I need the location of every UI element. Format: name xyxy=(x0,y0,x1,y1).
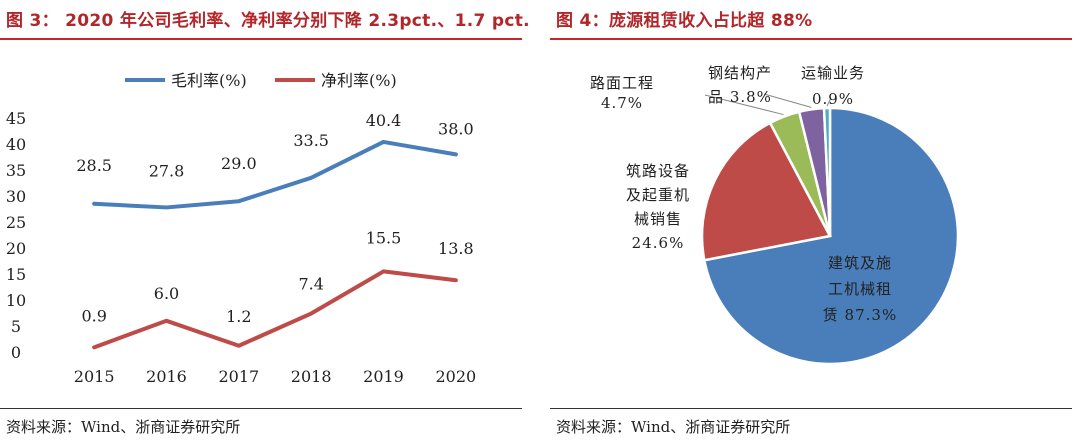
title-rule xyxy=(0,38,522,40)
line-chart-title: 图 3： 2020 年公司毛利率、净利率分别下降 2.3pct.、1.7 pct… xyxy=(6,11,530,31)
data-label: 1.2 xyxy=(226,307,251,326)
data-label: 29.0 xyxy=(221,154,257,173)
line-chart-source: 资料来源：Wind、浙商证券研究所 xyxy=(6,418,241,436)
x-tick-label: 2017 xyxy=(218,367,259,386)
y-tick-label: 35 xyxy=(6,161,26,180)
pie-slice xyxy=(822,106,832,237)
data-label: 0.9 xyxy=(81,306,106,325)
data-label: 15.5 xyxy=(366,228,402,247)
pie-chart: 建筑及施工机械租赁 87.3% 筑路设备及起重机械销售 24.6% 路面工程 4.7% 钢… xyxy=(590,64,960,366)
y-tick-label: 15 xyxy=(6,265,26,284)
y-tick-label: 25 xyxy=(6,213,26,232)
leader-line xyxy=(763,93,812,108)
x-tick-label: 2020 xyxy=(435,367,476,386)
source-rule xyxy=(0,408,522,409)
pie-chart-title: 图 4：庞源租赁收入占比超 88% xyxy=(556,11,813,31)
slice-label: 筑路设备及起重机械销售 24.6% xyxy=(626,162,690,252)
data-label: 33.5 xyxy=(293,131,329,150)
data-label: 7.4 xyxy=(298,275,323,294)
legend-label: 净利率(%) xyxy=(321,71,397,90)
leader-line xyxy=(704,94,784,116)
series-line xyxy=(92,269,458,350)
line-chart: 0 5 10 15 20 25 30 35 40 45 2015 2016 2017 2018 2019 20… xyxy=(6,71,476,386)
line-chart-panel: 图 3： 2020 年公司毛利率、净利率分别下降 2.3pct.、1.7 pct… xyxy=(0,0,530,445)
data-label: 28.5 xyxy=(76,156,112,175)
slice-label: 钢结构产品 3.8% xyxy=(708,64,772,106)
data-label: 40.4 xyxy=(366,111,402,130)
x-tick-label: 2019 xyxy=(363,367,404,386)
y-tick-label: 30 xyxy=(6,187,26,206)
y-tick-label: 10 xyxy=(6,291,26,310)
slice-label: 运输业务 0.9% xyxy=(801,64,865,108)
y-tick-label: 0 xyxy=(11,343,21,362)
data-label: 27.8 xyxy=(149,161,185,180)
y-tick-label: 5 xyxy=(11,317,21,336)
leader-line xyxy=(826,97,832,107)
y-tick-label: 40 xyxy=(6,135,26,154)
legend-label: 毛利率(%) xyxy=(171,71,247,90)
x-tick-label: 2018 xyxy=(291,367,332,386)
slice-label: 路面工程 4.7% xyxy=(590,74,654,112)
pie-slice xyxy=(700,121,832,262)
pie-chart-panel: 图 4：庞源租赁收入占比超 88% 建筑及施工机械租赁 87.3% 筑路设备及起重… xyxy=(550,0,1072,445)
x-tick-label: 2016 xyxy=(146,367,187,386)
title-rule xyxy=(550,38,1072,40)
x-tick-label: 2015 xyxy=(74,367,115,386)
slice-label: 建筑及施工机械租赁 87.3% xyxy=(823,254,897,324)
data-label: 6.0 xyxy=(154,284,179,303)
data-label: 13.8 xyxy=(438,239,474,258)
series-line xyxy=(92,139,458,210)
data-label: 38.0 xyxy=(438,119,474,138)
legend: 毛利率(%) 净利率(%) xyxy=(125,71,397,90)
y-tick-label: 45 xyxy=(6,109,26,128)
y-tick-label: 20 xyxy=(6,239,26,258)
source-rule xyxy=(550,408,1072,409)
pie-chart-source: 资料来源：Wind、浙商证券研究所 xyxy=(556,418,791,436)
